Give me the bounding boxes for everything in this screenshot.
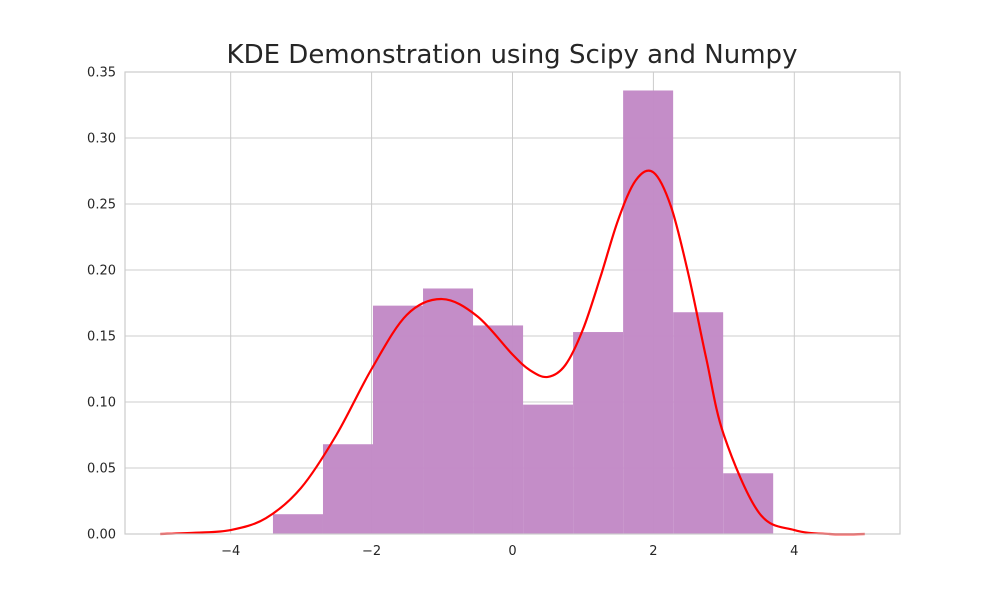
- y-tick-label: 0.35: [87, 66, 116, 81]
- x-tick-label: 4: [790, 544, 798, 559]
- y-tick-label: 0.15: [87, 330, 116, 345]
- histogram-bar: [322, 444, 373, 534]
- chart-title: KDE Demonstration using Scipy and Numpy: [227, 40, 798, 70]
- y-tick-label: 0.00: [87, 528, 116, 543]
- histogram-bar: [473, 325, 524, 534]
- y-tick-label: 0.30: [87, 132, 116, 147]
- y-tick-label: 0.10: [87, 396, 116, 411]
- plot-frame: [124, 71, 901, 535]
- histogram-bar: [623, 90, 674, 534]
- histogram-bar: [523, 404, 574, 534]
- histogram-bar: [673, 312, 724, 534]
- y-tick-label: 0.25: [87, 198, 116, 213]
- histogram-bar: [723, 473, 774, 534]
- y-tick-label: 0.05: [87, 462, 116, 477]
- kde-curve: [160, 169, 865, 536]
- x-tick-label: 2: [649, 544, 657, 559]
- x-tick-label: −4: [221, 544, 240, 559]
- y-tick-label: 0.20: [87, 264, 116, 279]
- histogram-bar: [272, 514, 323, 534]
- kde-curve-group: [160, 169, 865, 536]
- histogram-bar: [373, 305, 424, 534]
- histogram-bar: [573, 332, 624, 534]
- x-tick-label: −2: [362, 544, 381, 559]
- histogram-bar: [423, 288, 474, 534]
- histogram-bars: [272, 90, 774, 534]
- x-tick-label: 0: [508, 544, 516, 559]
- axes: 0.00 0.05 0.10 0.15 0.20 0.25 0.30 0.35 −4 −2 0 2 4: [87, 66, 901, 559]
